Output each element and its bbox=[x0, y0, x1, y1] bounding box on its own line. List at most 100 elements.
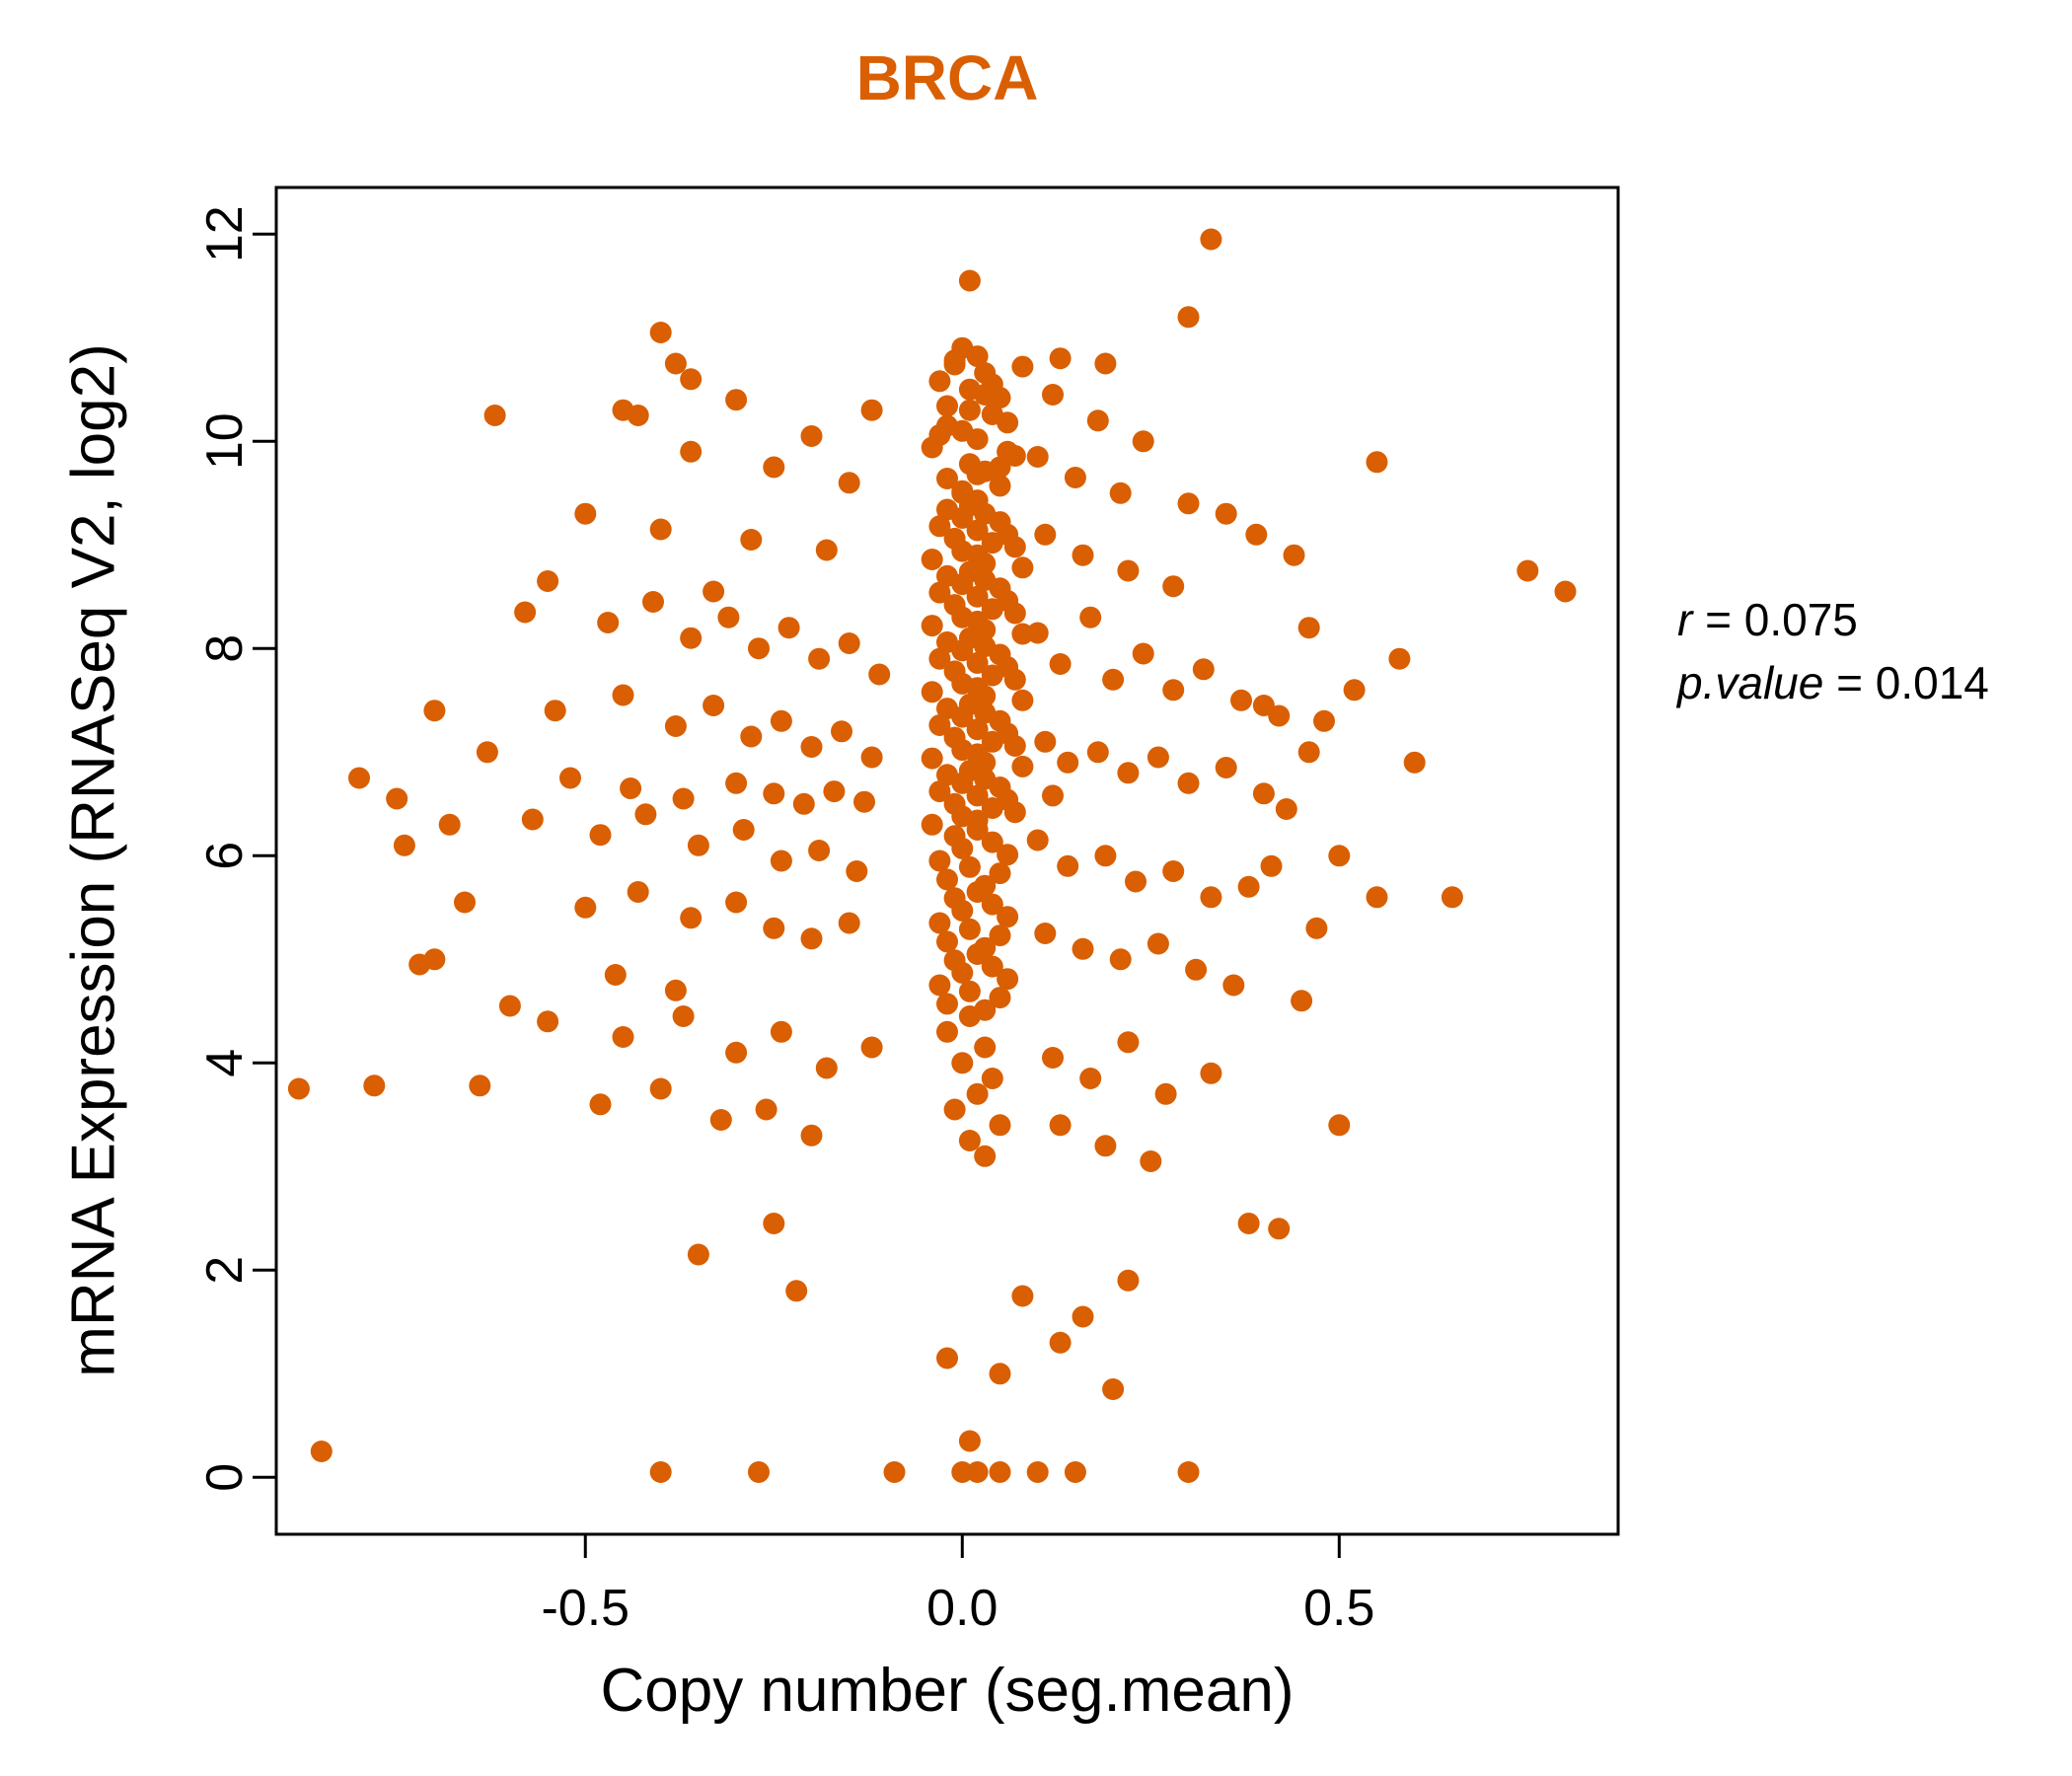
data-point bbox=[687, 834, 709, 856]
data-point bbox=[363, 1074, 386, 1097]
data-point bbox=[1079, 606, 1102, 629]
data-point bbox=[936, 468, 958, 489]
data-point bbox=[703, 580, 725, 603]
data-point bbox=[1162, 860, 1185, 882]
data-point bbox=[1192, 658, 1215, 681]
data-point bbox=[1109, 481, 1132, 504]
data-point bbox=[951, 639, 974, 662]
data-point bbox=[1072, 937, 1094, 960]
data-point bbox=[287, 1077, 310, 1100]
data-point bbox=[476, 741, 498, 764]
data-point bbox=[1237, 875, 1260, 898]
data-point bbox=[1003, 735, 1026, 757]
data-point bbox=[989, 475, 1011, 497]
data-point bbox=[703, 695, 725, 716]
chart-title: BRCA bbox=[855, 42, 1039, 113]
data-point bbox=[997, 844, 1019, 866]
data-point bbox=[483, 405, 506, 426]
data-point bbox=[1245, 523, 1268, 546]
data-point bbox=[687, 1243, 709, 1266]
data-point bbox=[634, 803, 657, 826]
data-point bbox=[748, 637, 770, 660]
data-point bbox=[672, 1005, 695, 1027]
data-point bbox=[521, 808, 544, 831]
data-point bbox=[838, 912, 860, 934]
data-point bbox=[860, 399, 883, 421]
data-point bbox=[1275, 798, 1297, 820]
data-point bbox=[612, 684, 634, 706]
data-point bbox=[936, 868, 958, 891]
data-point bbox=[1034, 730, 1057, 753]
data-point bbox=[770, 850, 792, 872]
data-point bbox=[883, 1461, 906, 1483]
data-point bbox=[981, 797, 1003, 819]
r-value-line: r = 0.075 bbox=[1677, 588, 1989, 651]
data-point bbox=[1185, 958, 1208, 981]
data-point bbox=[664, 979, 687, 1001]
data-point bbox=[1177, 492, 1200, 515]
data-point bbox=[966, 651, 989, 674]
data-point bbox=[1147, 746, 1169, 769]
data-point bbox=[928, 515, 951, 538]
data-point bbox=[966, 819, 989, 841]
data-point bbox=[936, 993, 958, 1015]
data-point bbox=[1026, 1461, 1049, 1483]
data-point bbox=[680, 368, 703, 391]
data-point bbox=[1102, 1378, 1125, 1400]
data-point bbox=[943, 1098, 966, 1121]
data-point bbox=[800, 736, 823, 758]
data-point bbox=[1268, 1218, 1291, 1240]
r-label: r bbox=[1677, 594, 1693, 645]
data-point bbox=[725, 772, 748, 794]
data-point bbox=[1200, 228, 1222, 251]
data-point bbox=[936, 1347, 958, 1369]
data-point bbox=[1230, 689, 1252, 711]
data-point bbox=[981, 831, 1003, 853]
data-point bbox=[997, 968, 1019, 991]
data-point bbox=[974, 384, 997, 406]
data-point bbox=[1177, 1461, 1200, 1483]
data-point bbox=[951, 573, 974, 596]
data-point bbox=[1283, 544, 1305, 566]
data-point bbox=[936, 930, 958, 953]
data-point bbox=[1260, 854, 1283, 877]
data-point bbox=[1132, 430, 1154, 453]
data-point bbox=[951, 837, 974, 859]
data-point bbox=[1003, 536, 1026, 558]
data-point bbox=[815, 539, 838, 561]
data-point bbox=[680, 627, 703, 649]
data-point bbox=[989, 987, 1011, 1009]
data-point bbox=[559, 767, 581, 789]
data-point bbox=[1313, 709, 1335, 732]
data-point bbox=[958, 1430, 981, 1452]
data-point bbox=[770, 709, 792, 732]
data-point bbox=[1057, 854, 1079, 877]
x-tick-label: 0.0 bbox=[926, 1580, 998, 1637]
data-point bbox=[1072, 544, 1094, 566]
data-point bbox=[777, 617, 800, 639]
data-point bbox=[981, 730, 1003, 753]
data-point bbox=[966, 943, 989, 965]
data-point bbox=[989, 862, 1011, 885]
data-point bbox=[423, 700, 446, 722]
data-point bbox=[1072, 1305, 1094, 1328]
data-point bbox=[936, 395, 958, 417]
data-point bbox=[1177, 772, 1200, 794]
data-point bbox=[612, 399, 634, 421]
y-tick-label: 8 bbox=[196, 634, 254, 663]
data-point bbox=[1049, 347, 1072, 370]
data-point bbox=[1117, 1269, 1140, 1292]
data-point bbox=[680, 907, 703, 929]
data-point bbox=[981, 598, 1003, 621]
data-point bbox=[1094, 1135, 1117, 1157]
data-point bbox=[1026, 829, 1049, 851]
data-point bbox=[951, 772, 974, 794]
data-point bbox=[997, 411, 1019, 434]
data-point bbox=[763, 782, 785, 805]
p-value-label: p.value bbox=[1677, 657, 1824, 709]
data-point bbox=[974, 1036, 997, 1059]
data-point bbox=[386, 787, 408, 810]
data-point bbox=[748, 1461, 770, 1483]
data-point bbox=[981, 893, 1003, 916]
